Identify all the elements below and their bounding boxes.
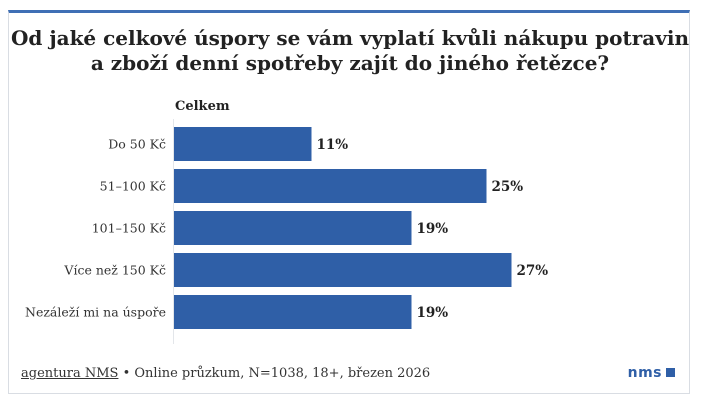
chart-title: Od jaké celkové úspory se vám vyplatí kv… — [9, 26, 691, 76]
value-label-2: 25% — [492, 179, 524, 195]
bar-5 — [174, 295, 412, 329]
category-label-1: Do 50 Kč — [108, 137, 166, 152]
value-label-5: 19% — [417, 305, 449, 321]
category-label-5: Nezáleží mi na úspoře — [25, 305, 166, 320]
category-label-3: 101–150 Kč — [92, 221, 166, 236]
chart-card: Od jaké celkové úspory se vám vyplatí kv… — [8, 10, 690, 394]
chart-title-line-2: a zboží denní spotřeby zajít do jiného ř… — [90, 51, 610, 75]
nms-logo: nms — [628, 365, 675, 381]
series-label: Celkem — [175, 99, 230, 114]
chart-footer: agentura NMS • Online průzkum, N=1038, 1… — [21, 366, 681, 381]
bar-1 — [174, 127, 312, 161]
bar-3 — [174, 211, 412, 245]
bar-chart: Celkem Do 50 Kč 11% 51–100 Kč 25% 101–150 Kč… — [25, 99, 548, 344]
logo-square-icon — [666, 368, 675, 377]
bars-group: Do 50 Kč 11% 51–100 Kč 25% 101–150 Kč 19% Více… — [25, 127, 548, 329]
source-link[interactable]: agentura NMS — [21, 366, 119, 381]
category-label-4: Více než 150 Kč — [63, 263, 166, 278]
value-label-4: 27% — [517, 263, 549, 279]
nms-logo-text: nms — [627, 365, 662, 381]
bar-4 — [174, 253, 512, 287]
bar-2 — [174, 169, 487, 203]
survey-details: • Online průzkum, N=1038, 18+, březen 20… — [122, 366, 431, 381]
category-label-2: 51–100 Kč — [100, 179, 166, 194]
value-label-1: 11% — [317, 137, 349, 153]
value-label-3: 19% — [417, 221, 449, 237]
chart-title-line-1: Od jaké celkové úspory se vám vyplatí kv… — [11, 26, 689, 50]
